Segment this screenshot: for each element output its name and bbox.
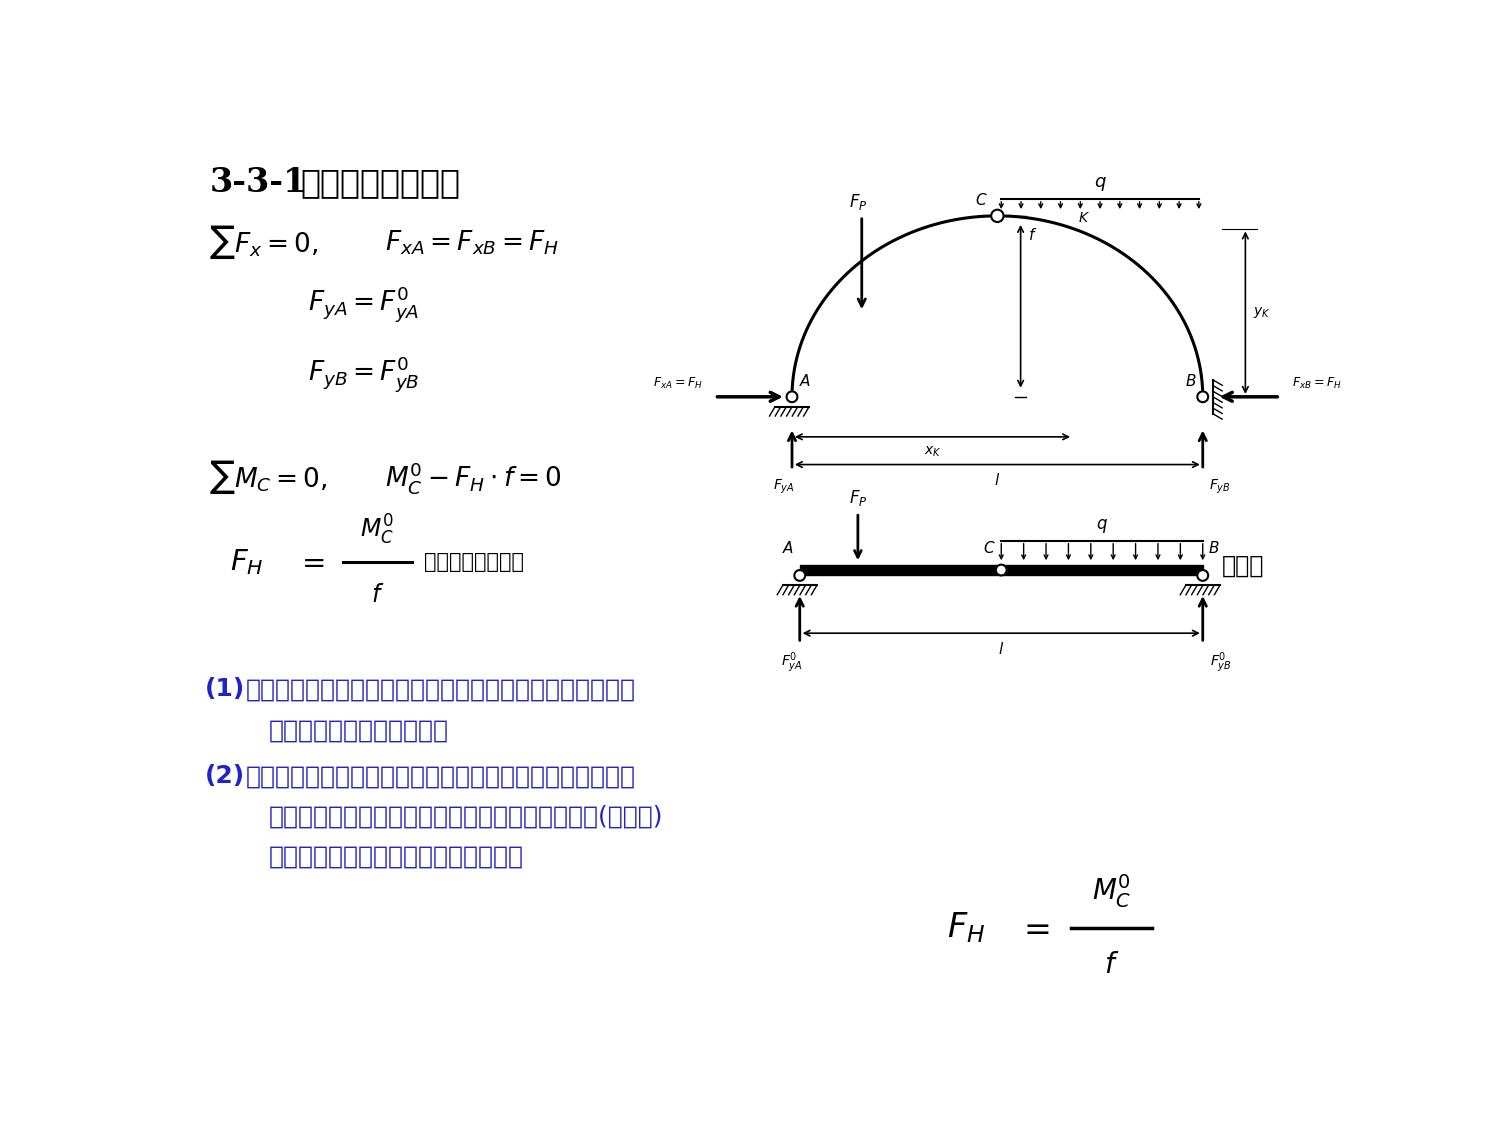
Bar xyxy=(800,565,1203,576)
Text: (2): (2) xyxy=(204,764,245,789)
Text: $F_{yA} = F_{yA}^0$: $F_{yA} = F_{yA}^0$ xyxy=(308,285,419,324)
Text: $l$: $l$ xyxy=(994,472,1000,488)
Text: $x_K$: $x_K$ xyxy=(924,444,942,459)
Text: A: A xyxy=(800,375,810,389)
Text: $f$: $f$ xyxy=(1029,227,1038,243)
Text: B: B xyxy=(1186,375,1197,389)
Text: $F_{yA}^0$: $F_{yA}^0$ xyxy=(782,651,802,675)
Text: $F_{xB}=F_H$: $F_{xB}=F_H$ xyxy=(1292,376,1341,391)
Text: $q$: $q$ xyxy=(1096,516,1108,534)
Text: $M_C^0$: $M_C^0$ xyxy=(360,513,394,547)
Text: $\sum F_x = 0,$: $\sum F_x = 0,$ xyxy=(209,224,318,261)
Text: 关，而与拱轴的形状无关。: 关，而与拱轴的形状无关。 xyxy=(268,718,448,742)
Text: $M_C^0$: $M_C^0$ xyxy=(1092,872,1131,910)
Text: $f$: $f$ xyxy=(1104,951,1119,979)
Text: $F_{xA} = F_{xB} = F_H$: $F_{xA} = F_{xB} = F_H$ xyxy=(386,228,560,256)
Text: $F_{yB} = F_{yB}^0$: $F_{yB} = F_{yB}^0$ xyxy=(308,353,419,394)
Text: (1): (1) xyxy=(204,677,245,701)
Text: 相当梁: 相当梁 xyxy=(1222,555,1264,578)
Text: $=$: $=$ xyxy=(296,548,326,576)
Circle shape xyxy=(795,570,806,580)
Text: $F_{yA}$: $F_{yA}$ xyxy=(774,478,795,496)
Text: K: K xyxy=(1078,210,1088,225)
Text: $M_C^0 - F_H \cdot f = 0$: $M_C^0 - F_H \cdot f = 0$ xyxy=(386,460,562,496)
Text: $F_P$: $F_P$ xyxy=(849,487,867,507)
Text: $=$: $=$ xyxy=(1017,911,1050,945)
Text: 三铰拱的内力计算: 三铰拱的内力计算 xyxy=(300,165,460,199)
Text: C: C xyxy=(982,541,993,556)
Text: $l$: $l$ xyxy=(998,641,1005,657)
Circle shape xyxy=(786,392,798,403)
Circle shape xyxy=(992,209,1004,222)
Text: $\sum M_C = 0,$: $\sum M_C = 0,$ xyxy=(209,459,328,496)
Text: C: C xyxy=(975,193,986,208)
Text: A: A xyxy=(783,541,794,556)
Text: $F_{yB}^0$: $F_{yB}^0$ xyxy=(1210,651,1233,675)
Text: $q$: $q$ xyxy=(1094,174,1107,192)
Text: $F_P$: $F_P$ xyxy=(849,192,867,212)
Text: B: B xyxy=(1209,541,1219,556)
Circle shape xyxy=(996,565,1006,576)
Text: 3-3-1: 3-3-1 xyxy=(209,165,306,199)
Text: $F_{yB}$: $F_{yB}$ xyxy=(1209,478,1231,496)
Text: $f$: $f$ xyxy=(370,583,384,606)
Text: $y_K$: $y_K$ xyxy=(1252,305,1270,321)
Circle shape xyxy=(1197,392,1208,403)
Text: $F_H$: $F_H$ xyxy=(946,911,986,945)
Text: $F_{xA}=F_H$: $F_{xA}=F_H$ xyxy=(654,376,704,391)
Text: 在给定荷载作用下，三铰拱的支座反力仅与三个铰的位置有: 在给定荷载作用下，三铰拱的支座反力仅与三个铰的位置有 xyxy=(246,677,636,701)
Text: 反力相同，而水平推力与拱高成反比。拱的高跨比(矢跨比): 反力相同，而水平推力与拱高成反比。拱的高跨比(矢跨比) xyxy=(268,804,663,828)
Text: （推力计算公式）: （推力计算公式） xyxy=(424,552,524,573)
Circle shape xyxy=(1197,570,1208,580)
Text: $F_H$: $F_H$ xyxy=(230,548,264,577)
Text: 愈大则推力愈小；反之，则推力愈大。: 愈大则推力愈小；反之，则推力愈大。 xyxy=(268,845,524,868)
Text: 在竖向荷载作用下，三铰平拱的支座竖向反力与相应简支梁: 在竖向荷载作用下，三铰平拱的支座竖向反力与相应简支梁 xyxy=(246,764,636,789)
